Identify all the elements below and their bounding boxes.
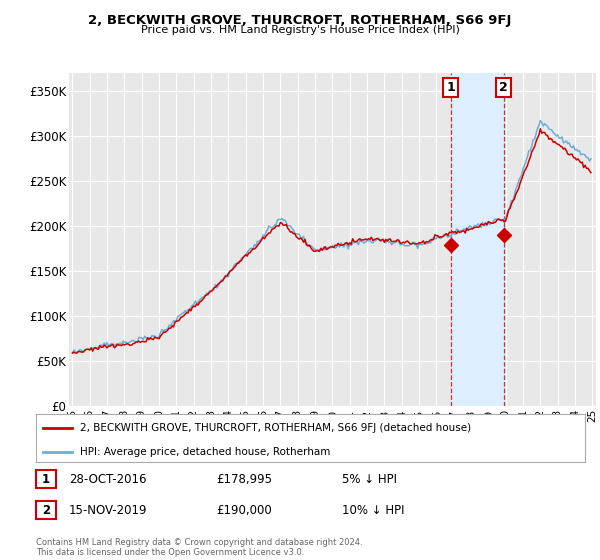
Text: Price paid vs. HM Land Registry's House Price Index (HPI): Price paid vs. HM Land Registry's House … <box>140 25 460 35</box>
Text: 2: 2 <box>499 81 508 94</box>
Text: 1: 1 <box>42 473 50 486</box>
Text: Contains HM Land Registry data © Crown copyright and database right 2024.
This d: Contains HM Land Registry data © Crown c… <box>36 538 362 557</box>
Text: 10% ↓ HPI: 10% ↓ HPI <box>342 503 404 517</box>
Text: 28-OCT-2016: 28-OCT-2016 <box>69 473 146 486</box>
Text: £190,000: £190,000 <box>216 503 272 517</box>
Text: 2, BECKWITH GROVE, THURCROFT, ROTHERHAM, S66 9FJ (detached house): 2, BECKWITH GROVE, THURCROFT, ROTHERHAM,… <box>80 423 471 433</box>
Text: 2: 2 <box>42 503 50 517</box>
Text: 15-NOV-2019: 15-NOV-2019 <box>69 503 148 517</box>
Text: HPI: Average price, detached house, Rotherham: HPI: Average price, detached house, Roth… <box>80 446 330 456</box>
Text: 1: 1 <box>446 81 455 94</box>
Text: 5% ↓ HPI: 5% ↓ HPI <box>342 473 397 486</box>
Bar <box>451 73 503 406</box>
Text: £178,995: £178,995 <box>216 473 272 486</box>
Text: 2, BECKWITH GROVE, THURCROFT, ROTHERHAM, S66 9FJ: 2, BECKWITH GROVE, THURCROFT, ROTHERHAM,… <box>88 14 512 27</box>
